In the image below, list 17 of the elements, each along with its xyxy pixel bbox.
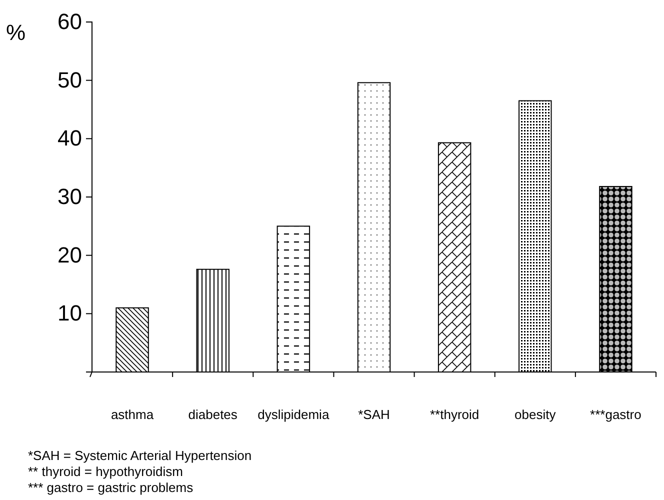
y-tick-label: 50 [58, 67, 82, 92]
y-axis-title: % [6, 20, 26, 45]
x-tick-label: dyslipidemia [258, 407, 330, 422]
text: ** thyroid = hypothyroidism [28, 464, 183, 479]
x-tick-label: diabetes [188, 407, 238, 422]
y-tick-label: 30 [58, 184, 82, 210]
x-tick-label: **thyroid [430, 407, 480, 422]
text: *SAH = Systemic Arterial Hypertension [28, 448, 252, 463]
x-tick-label: *SAH [358, 407, 390, 422]
x-tick-label: obesity [514, 407, 556, 422]
y-tick-label: 10 [58, 300, 82, 326]
y-tick-label: 40 [58, 126, 82, 151]
text: *** gastro = gastric problems [28, 480, 194, 495]
y-tick-label: 20 [58, 242, 82, 268]
y-tick-label: 60 [58, 9, 82, 34]
x-tick-label: ***gastro [590, 407, 642, 422]
x-tick-label: asthma [110, 407, 154, 422]
